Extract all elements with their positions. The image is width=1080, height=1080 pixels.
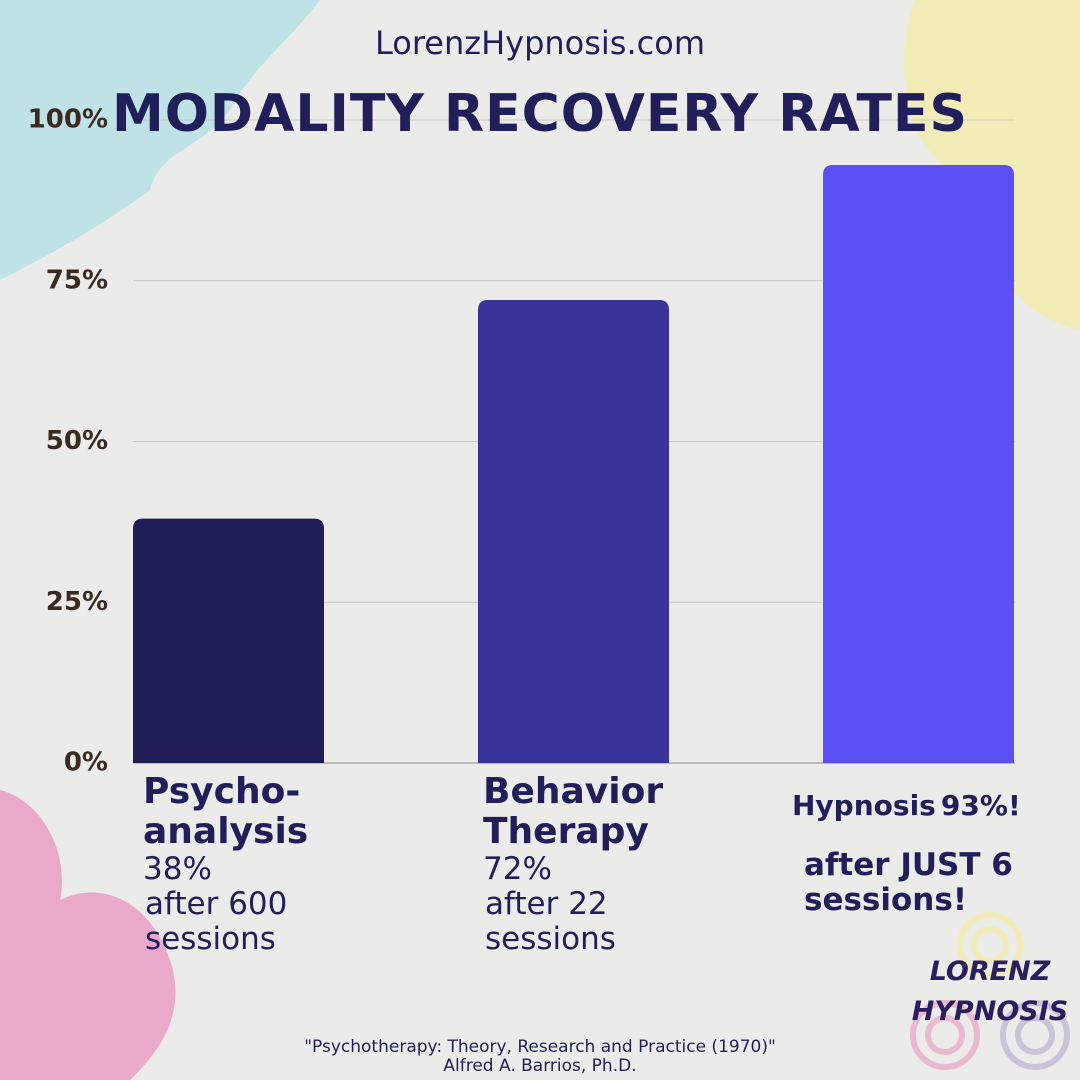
category-note: after JUST 6 sessions! bbox=[804, 847, 1013, 918]
bar bbox=[823, 165, 1014, 763]
category-note: after 600 sessions bbox=[145, 886, 288, 957]
logo-line: HYPNOSIS bbox=[911, 996, 1069, 1027]
value-label: 72% bbox=[483, 851, 552, 887]
y-tick-label: 75% bbox=[46, 265, 108, 295]
y-tick-label: 25% bbox=[46, 587, 108, 617]
bar bbox=[133, 518, 324, 763]
value-label: 38% bbox=[143, 851, 212, 887]
logo: LORENZ HYPNOSIS bbox=[905, 952, 1075, 1032]
category-note: after 22 sessions bbox=[485, 886, 616, 957]
category-name: Psycho-analysis bbox=[143, 771, 309, 852]
source-line: "Psychotherapy: Theory, Research and Pra… bbox=[304, 1037, 776, 1057]
source-line: Alfred A. Barrios, Ph.D. bbox=[443, 1056, 637, 1076]
value-label: 93%! bbox=[940, 789, 1021, 822]
category-label: Hypnosis 93%! after JUST 6 sessions! bbox=[792, 786, 1044, 918]
source: "Psychotherapy: Theory, Research and Pra… bbox=[280, 1038, 800, 1076]
decor-yellow bbox=[903, 0, 1080, 330]
plot: 0% 25% 50% 75% 100% bbox=[28, 105, 1015, 778]
logo-line: LORENZ bbox=[929, 956, 1051, 987]
site-url: LorenzHypnosis.com bbox=[375, 24, 705, 62]
y-tick-label: 0% bbox=[64, 748, 108, 778]
decor-pink bbox=[0, 790, 176, 1080]
category-label: Behavior Therapy 72% after 22 sessions bbox=[483, 772, 663, 957]
y-tick-label: 50% bbox=[46, 426, 108, 456]
category-label: Psycho-analysis 38% after 600 sessions bbox=[143, 772, 323, 957]
chart-title: MODALITY RECOVERY RATES bbox=[111, 84, 968, 144]
bar bbox=[478, 300, 669, 763]
category-name: Behavior Therapy bbox=[483, 771, 664, 852]
decor-spiral bbox=[910, 912, 1070, 1070]
decor-blue bbox=[0, 0, 320, 280]
category-name: Hypnosis bbox=[792, 789, 936, 822]
y-tick-label: 100% bbox=[28, 105, 108, 135]
